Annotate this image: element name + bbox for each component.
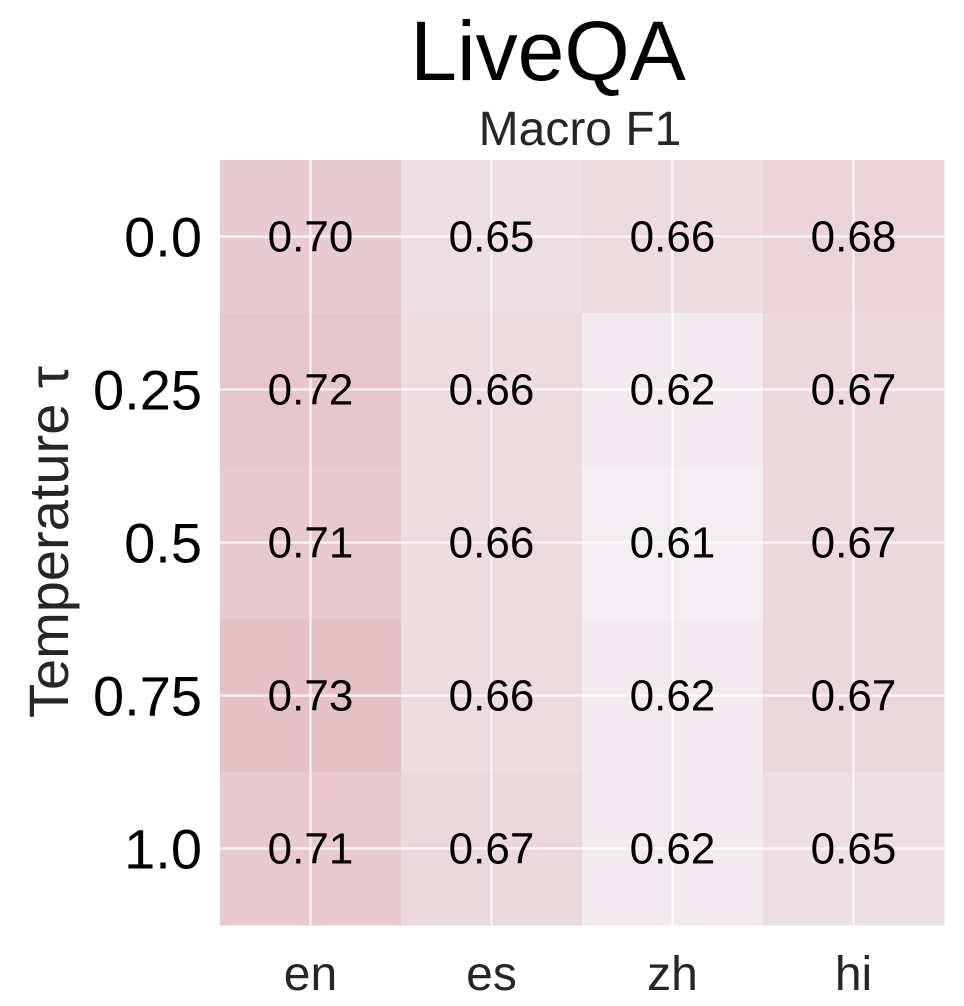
x-tick-label: es — [466, 948, 517, 1001]
y-tick-label: 0.5 — [124, 512, 202, 575]
cell-value-label: 0.65 — [811, 825, 897, 874]
cell-value-label: 0.67 — [811, 672, 897, 721]
y-tick-label: 0.25 — [93, 359, 202, 422]
cell-value-label: 0.72 — [268, 366, 354, 415]
cell-value-label: 0.73 — [268, 672, 354, 721]
cell-value-label: 0.70 — [268, 213, 354, 262]
cell-value-label: 0.68 — [811, 213, 897, 262]
cell-value-label: 0.62 — [630, 672, 716, 721]
cell-value-label: 0.66 — [630, 213, 716, 262]
y-tick-label: 1.0 — [124, 818, 202, 881]
y-tick-label: 0.0 — [124, 206, 202, 269]
cell-value-labels: 0.70 0.65 0.66 0.68 0.72 0.66 0.62 0.67 0.71 0.66… — [268, 213, 897, 874]
grid-lines — [220, 160, 944, 925]
y-tick-label: 0.75 — [93, 665, 202, 728]
chart-subtitle: Macro F1 — [479, 103, 682, 156]
chart-title: LiveQA — [410, 4, 685, 98]
x-tick-label: en — [284, 948, 337, 1001]
cell-value-label: 0.67 — [811, 366, 897, 415]
y-axis-tick-labels: 0.0 0.25 0.5 0.75 1.0 — [93, 206, 202, 881]
cell-value-label: 0.67 — [449, 825, 535, 874]
cell-value-label: 0.67 — [811, 519, 897, 568]
cell-value-label: 0.66 — [449, 519, 535, 568]
cell-value-label: 0.65 — [449, 213, 535, 262]
cell-value-label: 0.71 — [268, 519, 354, 568]
cell-value-label: 0.66 — [449, 366, 535, 415]
cell-value-label: 0.62 — [630, 366, 716, 415]
x-tick-label: zh — [647, 948, 698, 1001]
cell-value-label: 0.62 — [630, 825, 716, 874]
y-axis-label: Temperature τ — [17, 366, 80, 718]
cell-value-label: 0.61 — [630, 519, 716, 568]
x-tick-label: hi — [835, 948, 872, 1001]
cell-value-label: 0.66 — [449, 672, 535, 721]
cell-value-label: 0.71 — [268, 825, 354, 874]
x-axis-tick-labels: en es zh hi — [284, 948, 872, 1001]
